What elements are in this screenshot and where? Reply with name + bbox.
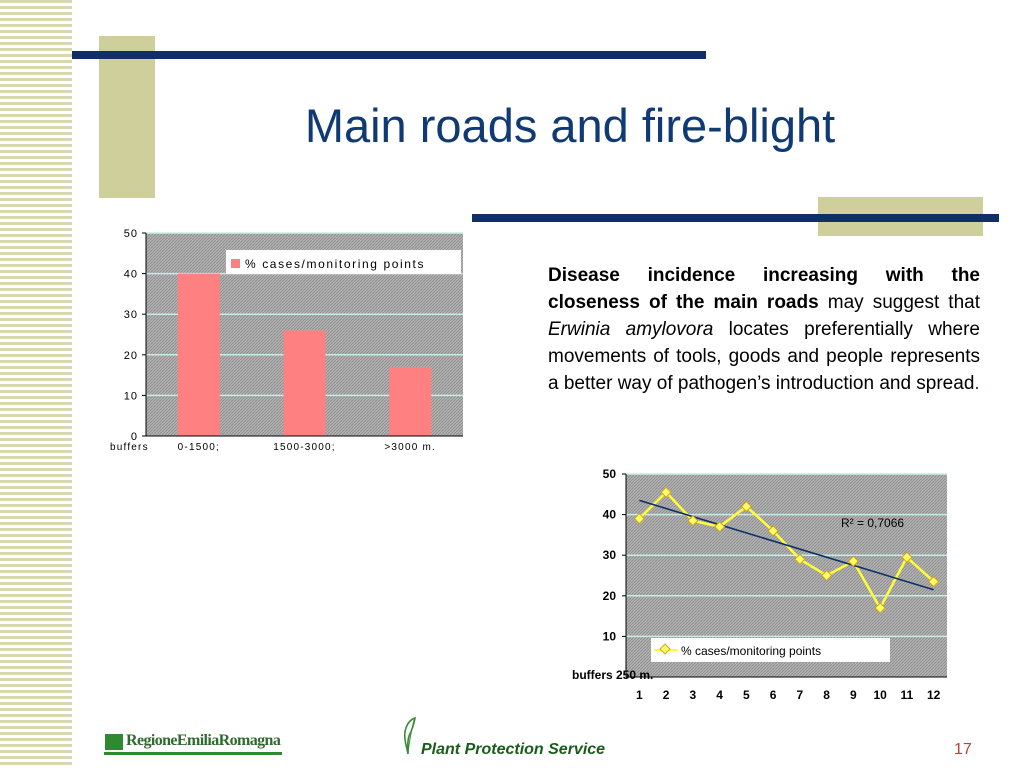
data-point (927, 575, 940, 588)
bar-category-label: 0-1500; (178, 442, 220, 453)
data-point (874, 602, 886, 614)
line-xtick-label: 10 (873, 688, 887, 702)
bar-ytick-label: 30 (124, 309, 138, 321)
trend-line (639, 499, 934, 591)
line-xtick-label: 12 (927, 688, 941, 702)
decorative-stripes (0, 0, 72, 768)
data-point (713, 521, 726, 533)
body-species: Erwinia amylovora (548, 319, 714, 340)
body-paragraph: Disease incidence increasing with the cl… (548, 262, 980, 397)
body-end: . (974, 373, 980, 394)
service-name: Plant Protection Service (421, 741, 606, 758)
data-point (820, 569, 833, 582)
line-xtick-label: 7 (797, 688, 804, 702)
line-xtick-label: 2 (663, 688, 670, 702)
leaf-icon (403, 716, 417, 755)
bar-ytick-label: 50 (124, 228, 138, 240)
line-xtick-label: 1 (636, 688, 643, 702)
line-xtick-label: 3 (690, 688, 697, 702)
bar-ytick-label: 10 (124, 390, 138, 402)
line-legend-swatch-marker (659, 643, 671, 655)
body-part1: may suggest that (818, 292, 980, 313)
region-flag-icon (105, 734, 123, 750)
bar-ytick-label: 20 (124, 350, 138, 362)
line-ytick-label: 50 (603, 467, 617, 481)
region-logo-text: RegioneEmiliaRomagna (126, 732, 281, 749)
line-xtick-label: 5 (743, 688, 750, 702)
data-point (847, 555, 860, 567)
line-ytick-label: 30 (603, 548, 617, 562)
title-rule-bottom (472, 214, 999, 222)
bar-legend-box (226, 250, 461, 274)
bar-legend: % cases/monitoring points (226, 250, 461, 274)
line-ytick-label: 40 (603, 508, 617, 522)
line-xlabel: buffers 250 m. (572, 668, 653, 682)
bar-ytick-label: 0 (131, 431, 138, 443)
bar-legend-swatch (231, 259, 240, 268)
bar (389, 366, 432, 436)
bar-xlabel: buffers (110, 442, 149, 453)
data-point (660, 486, 672, 498)
bar-ytick-label: 40 (124, 269, 138, 281)
bar-chart: 0 10 20 30 40 50 0-1500; 1500-3000; >3000 m. % c… (110, 228, 463, 453)
data-point (901, 551, 913, 563)
line-xtick-label: 4 (716, 688, 723, 702)
bar-category-label: 1500-3000; (273, 442, 336, 453)
title-rule-top (72, 51, 706, 59)
r-squared-annotation: R² = 0,7066 (841, 516, 904, 530)
accent-block-left (99, 36, 155, 198)
bar-legend-label: % cases/monitoring points (245, 257, 425, 271)
bar (177, 273, 220, 436)
line-ytick-label: 20 (603, 589, 617, 603)
data-point (794, 553, 806, 565)
line-legend: % cases/monitoring points (651, 638, 890, 662)
page-number: 17 (954, 741, 972, 758)
data-point (687, 515, 699, 527)
data-point (633, 513, 646, 525)
line-xtick-label: 9 (850, 688, 857, 702)
data-point (740, 500, 753, 513)
line-ytick-label: 10 (603, 629, 617, 643)
line-legend-box (651, 638, 890, 662)
bar-category-label: >3000 m. (384, 442, 436, 453)
body-part2: locates preferentially where movements o… (548, 319, 980, 394)
slide-title: Main roads and fire-blight (304, 99, 836, 152)
body-bold-lead: Disease incidence increasing with the cl… (548, 265, 980, 313)
line-xtick-label: 8 (823, 688, 830, 702)
line-xtick-label: 6 (770, 688, 777, 702)
line-legend-label: % cases/monitoring points (681, 644, 821, 658)
data-point (767, 525, 779, 537)
line-xtick-label: 11 (901, 688, 914, 702)
region-logo: RegioneEmiliaRomagna (104, 732, 282, 755)
bar (283, 330, 326, 436)
